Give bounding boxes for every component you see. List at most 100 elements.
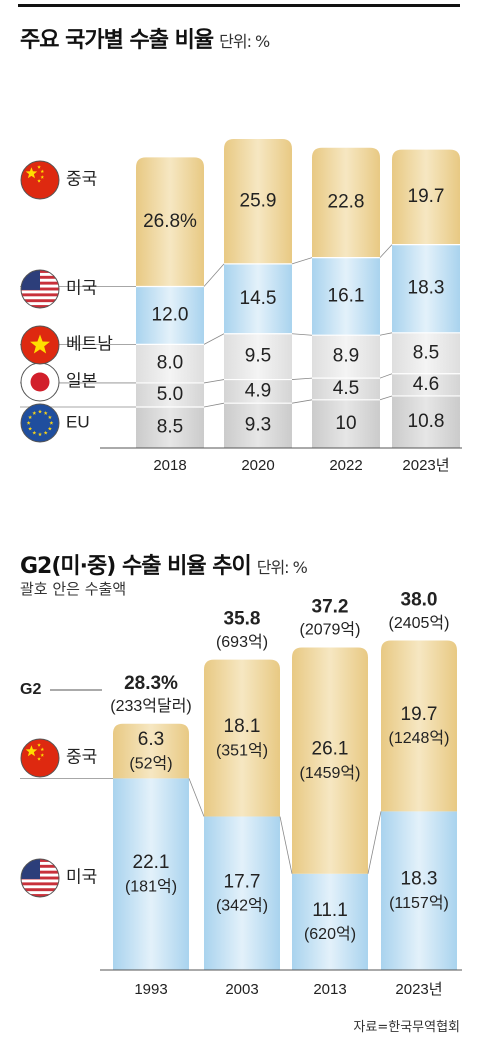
chart1-xtick-2020: 2020 — [241, 457, 274, 474]
chart1-title: 주요 국가별 수출 비율 단위: % — [20, 28, 270, 53]
chart1-connector — [203, 263, 225, 287]
chart1-bar-중국-2022 — [312, 147, 380, 258]
chart2-legend-중국: 중국 — [66, 747, 97, 766]
chart1-connector — [203, 379, 225, 384]
chart1-xtick-2023년: 2023년 — [402, 457, 449, 474]
chart2-bar-미국-1993 — [113, 778, 189, 970]
chart1-flag-베트남-icon — [20, 325, 60, 365]
chart1-xtick-2022: 2022 — [329, 457, 362, 474]
chart2-bar-중국-1993 — [113, 723, 189, 779]
chart2-total-amount-2003: (693억) — [216, 633, 268, 651]
chart1-legend-베트남: 베트남 — [66, 334, 113, 353]
chart1-value-베트남-2022: 8.9 — [333, 346, 359, 367]
chart2-total-2013: 37.2 — [312, 596, 349, 617]
top-rule — [18, 4, 460, 7]
chart1-bar-베트남-2020 — [224, 333, 292, 380]
chart1-value-일본-2023년: 4.6 — [413, 374, 439, 395]
chart1-flag-중국-icon — [20, 160, 60, 200]
chart1-bar-미국-2023년 — [392, 244, 460, 333]
chart1-value-중국-2020: 25.9 — [240, 190, 277, 211]
chart2-total-amount-2023년: (2405억) — [389, 614, 450, 632]
chart1-connector — [379, 395, 393, 401]
chart1-connector — [291, 257, 313, 265]
chart2-amount-미국-2003: (342억) — [216, 896, 268, 914]
chart1-connector — [291, 399, 313, 404]
chart1-value-중국-2018: 26.8% — [143, 211, 197, 232]
chart2-amount-중국-2013: (1459억) — [300, 764, 361, 782]
chart1-flag-미국-icon — [20, 269, 60, 309]
chart1-bar-EU-2018 — [136, 407, 204, 448]
chart2-value-중국-1993: 6.3 — [138, 729, 164, 750]
chart1-bar-중국-2018 — [136, 157, 204, 287]
chart2-amount-미국-1993: (181억) — [125, 877, 177, 895]
chart1-legend-EU: EU — [66, 412, 90, 431]
chart1-bar-미국-2018 — [136, 286, 204, 345]
chart2-legend-미국: 미국 — [66, 867, 97, 886]
chart1-flag-일본-icon — [20, 362, 60, 402]
chart2-total-amount-1993: (233억달러) — [110, 697, 192, 715]
chart1-xtick-2018: 2018 — [153, 457, 186, 474]
chart1-value-일본-2022: 4.5 — [333, 378, 359, 399]
chart2-bar-중국-2013 — [292, 647, 368, 874]
chart1-legend-일본: 일본 — [66, 371, 97, 390]
chart2-xtick-2003: 2003 — [225, 981, 258, 998]
chart2-value-미국-2003: 17.7 — [224, 871, 261, 892]
chart2-value-미국-1993: 22.1 — [133, 852, 170, 873]
chart1-value-중국-2022: 22.8 — [328, 192, 365, 213]
chart1-value-EU-2022: 10 — [335, 413, 356, 434]
chart2-value-미국-2013: 11.1 — [312, 900, 348, 921]
chart1-connector — [203, 333, 225, 345]
chart1-value-EU-2018: 8.5 — [157, 417, 183, 438]
chart2-flag-미국-icon — [20, 858, 60, 898]
chart1-legend-미국: 미국 — [66, 278, 97, 297]
chart2-amount-중국-1993: (52억) — [129, 754, 172, 772]
chart2-xtick-1993: 1993 — [134, 981, 167, 998]
chart1-legend-중국: 중국 — [66, 169, 97, 188]
chart1-value-일본-2018: 5.0 — [157, 384, 183, 405]
chart1-bar-일본-2022 — [312, 378, 380, 400]
chart1-value-베트남-2020: 9.5 — [245, 346, 271, 367]
chart1-value-EU-2023년: 10.8 — [408, 411, 445, 432]
chart2-bar-미국-2003 — [204, 816, 280, 970]
chart1-bar-베트남-2018 — [136, 344, 204, 383]
chart1-connector — [379, 332, 393, 336]
chart1-value-미국-2023년: 18.3 — [408, 278, 445, 299]
chart1-bar-일본-2018 — [136, 382, 204, 408]
chart1-value-미국-2020: 14.5 — [240, 288, 277, 309]
chart2-amount-미국-2013: (620억) — [304, 925, 356, 943]
chart2-value-중국-2023년: 19.7 — [401, 704, 438, 725]
chart1-flag-EU-icon — [20, 403, 60, 443]
chart1-connector — [291, 333, 313, 336]
chart2-value-중국-2003: 18.1 — [224, 716, 261, 737]
chart2-amount-미국-2023년: (1157억) — [389, 894, 449, 912]
chart2-total-1993: 28.3% — [124, 673, 178, 694]
chart1-bar-EU-2022 — [312, 399, 380, 448]
chart1-bar-미국-2022 — [312, 257, 380, 336]
chart1-bar-미국-2020 — [224, 263, 292, 334]
chart1-connector — [379, 373, 393, 379]
chart1-connector — [379, 244, 393, 258]
chart1-bar-EU-2023년 — [392, 395, 460, 448]
chart2-total-amount-2013: (2079억) — [300, 621, 361, 639]
chart1-bar-일본-2023년 — [392, 373, 460, 396]
chart2-connector — [367, 811, 382, 874]
source-note: 자료=한국무역협회 — [353, 1020, 460, 1035]
chart1-value-미국-2022: 16.1 — [328, 285, 365, 306]
chart1-value-미국-2018: 12.0 — [152, 304, 189, 325]
chart2-flag-중국-icon — [20, 738, 60, 778]
chart2-value-중국-2013: 26.1 — [312, 739, 349, 760]
chart2-bar-중국-2003 — [204, 659, 280, 817]
chart2-bar-중국-2023년 — [381, 640, 457, 812]
chart1-bar-EU-2020 — [224, 403, 292, 448]
chart2-bar-미국-2023년 — [381, 811, 457, 970]
chart1-connector — [291, 377, 313, 380]
chart2-connector — [188, 778, 205, 817]
chart1-value-중국-2023년: 19.7 — [408, 186, 445, 207]
chart2-amount-중국-2003: (351억) — [216, 741, 268, 759]
chart1-value-EU-2020: 9.3 — [245, 415, 271, 436]
chart2-xtick-2013: 2013 — [313, 981, 346, 998]
chart2-title: G2(미·중) 수출 비율 추이 단위: % — [20, 554, 308, 579]
chart1-value-베트남-2023년: 8.5 — [413, 342, 439, 363]
chart2-total-2023년: 38.0 — [401, 590, 438, 611]
